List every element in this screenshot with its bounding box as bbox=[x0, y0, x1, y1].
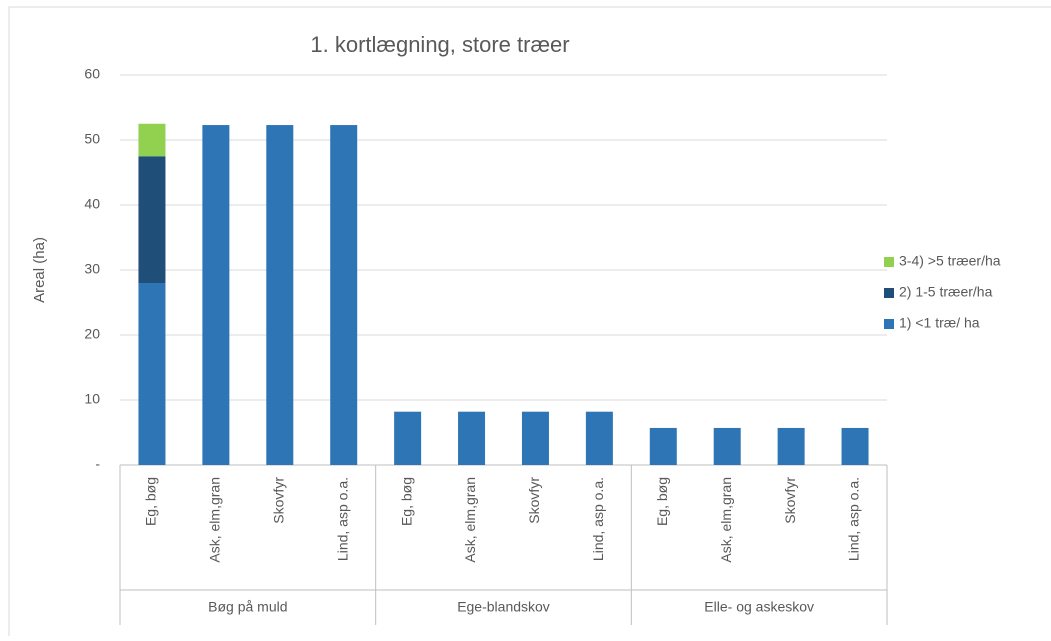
legend-swatch bbox=[884, 288, 894, 298]
y-tick-label: 50 bbox=[84, 131, 100, 147]
legend-swatch bbox=[884, 319, 894, 329]
bar-segment bbox=[841, 427, 869, 465]
x-tick-label: Lind, asp o.a. bbox=[334, 477, 350, 561]
bar-segment bbox=[138, 283, 166, 465]
bar-segment bbox=[649, 427, 677, 465]
y-tick-label: 20 bbox=[84, 326, 100, 342]
x-tick-label: Ask, elm,gran bbox=[207, 477, 223, 563]
chart-border bbox=[8, 6, 1051, 641]
bar-segment bbox=[458, 411, 486, 465]
bar-segment bbox=[713, 427, 741, 465]
bar-segment bbox=[394, 411, 422, 465]
x-tick-label: Eg, bøg bbox=[143, 477, 159, 526]
x-tick-label: Ask, elm,gran bbox=[462, 477, 478, 563]
y-tick-label: 40 bbox=[84, 196, 100, 212]
bar-segment bbox=[202, 125, 230, 466]
x-tick-label: Skovfyr bbox=[782, 477, 798, 524]
y-tick-label: 30 bbox=[84, 261, 100, 277]
x-tick-label: Skovfyr bbox=[270, 477, 286, 524]
bar-segment bbox=[521, 411, 549, 465]
group-label: Ege-blandskov bbox=[457, 599, 550, 615]
bar-segment bbox=[266, 125, 294, 466]
bar-segment bbox=[585, 411, 613, 465]
chart-title: 1. kortlægning, store træer bbox=[310, 32, 569, 57]
legend-label: 1) <1 træ/ ha bbox=[899, 315, 980, 331]
bar-segment bbox=[330, 125, 358, 466]
y-tick-label: 10 bbox=[84, 391, 100, 407]
y-tick-label: 60 bbox=[84, 66, 100, 82]
group-label: Bøg på muld bbox=[208, 599, 287, 615]
legend-label: 2) 1-5 træer/ha bbox=[899, 284, 993, 300]
y-axis-label: Areal (ha) bbox=[31, 237, 48, 303]
y-tick-label: - bbox=[95, 456, 100, 472]
x-tick-label: Eg, bøg bbox=[654, 477, 670, 526]
x-tick-label: Lind, asp o.a. bbox=[590, 477, 606, 561]
bar-segment bbox=[138, 123, 166, 157]
x-tick-label: Ask, elm,gran bbox=[718, 477, 734, 563]
bar-segment bbox=[777, 427, 805, 465]
legend-label: 3-4) >5 træer/ha bbox=[899, 253, 1001, 269]
x-tick-label: Lind, asp o.a. bbox=[846, 477, 862, 561]
bar-segment bbox=[138, 156, 166, 283]
group-label: Elle- og askeskov bbox=[704, 599, 814, 615]
legend-swatch bbox=[884, 257, 894, 267]
x-tick-label: Skovfyr bbox=[526, 477, 542, 524]
x-tick-label: Eg, bøg bbox=[398, 477, 414, 526]
